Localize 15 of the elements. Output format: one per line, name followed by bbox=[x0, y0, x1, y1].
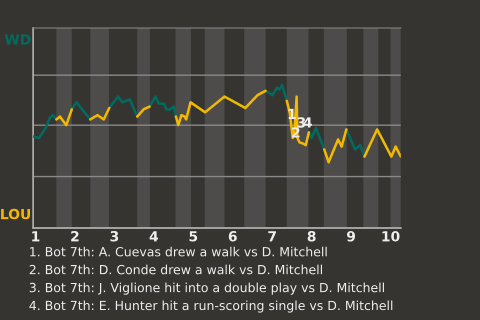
text: 2. Bot 7th: D. Conde drew a walk vs D. Mitchell bbox=[30, 264, 322, 274]
x-tick-label: 6 bbox=[228, 231, 237, 242]
text: 3. Bot 7th: J. Viglione hit into a double play vs D. Mitchell bbox=[30, 282, 384, 295]
text: LOU bbox=[1, 208, 30, 220]
text: 1. Bot 7th: A. Cuevas drew a walk vs D. Mitchell bbox=[30, 246, 327, 256]
x-tick-label: 3 bbox=[110, 231, 118, 242]
x-tick-label: 7 bbox=[268, 231, 276, 242]
x-tick-label: 2 bbox=[71, 231, 79, 242]
x-tick-label: 9 bbox=[346, 231, 356, 242]
x-tick-label: 5 bbox=[190, 231, 198, 242]
x-tick-label: 1 bbox=[32, 231, 40, 242]
x-tick-label: 10 bbox=[382, 231, 400, 242]
x-tick-label: 4 bbox=[150, 231, 158, 242]
text: 4. Bot 7th: E. Hunter hit a run-scoring single vs D. Mitchell bbox=[29, 300, 392, 313]
x-tick-label: 8 bbox=[308, 231, 316, 242]
